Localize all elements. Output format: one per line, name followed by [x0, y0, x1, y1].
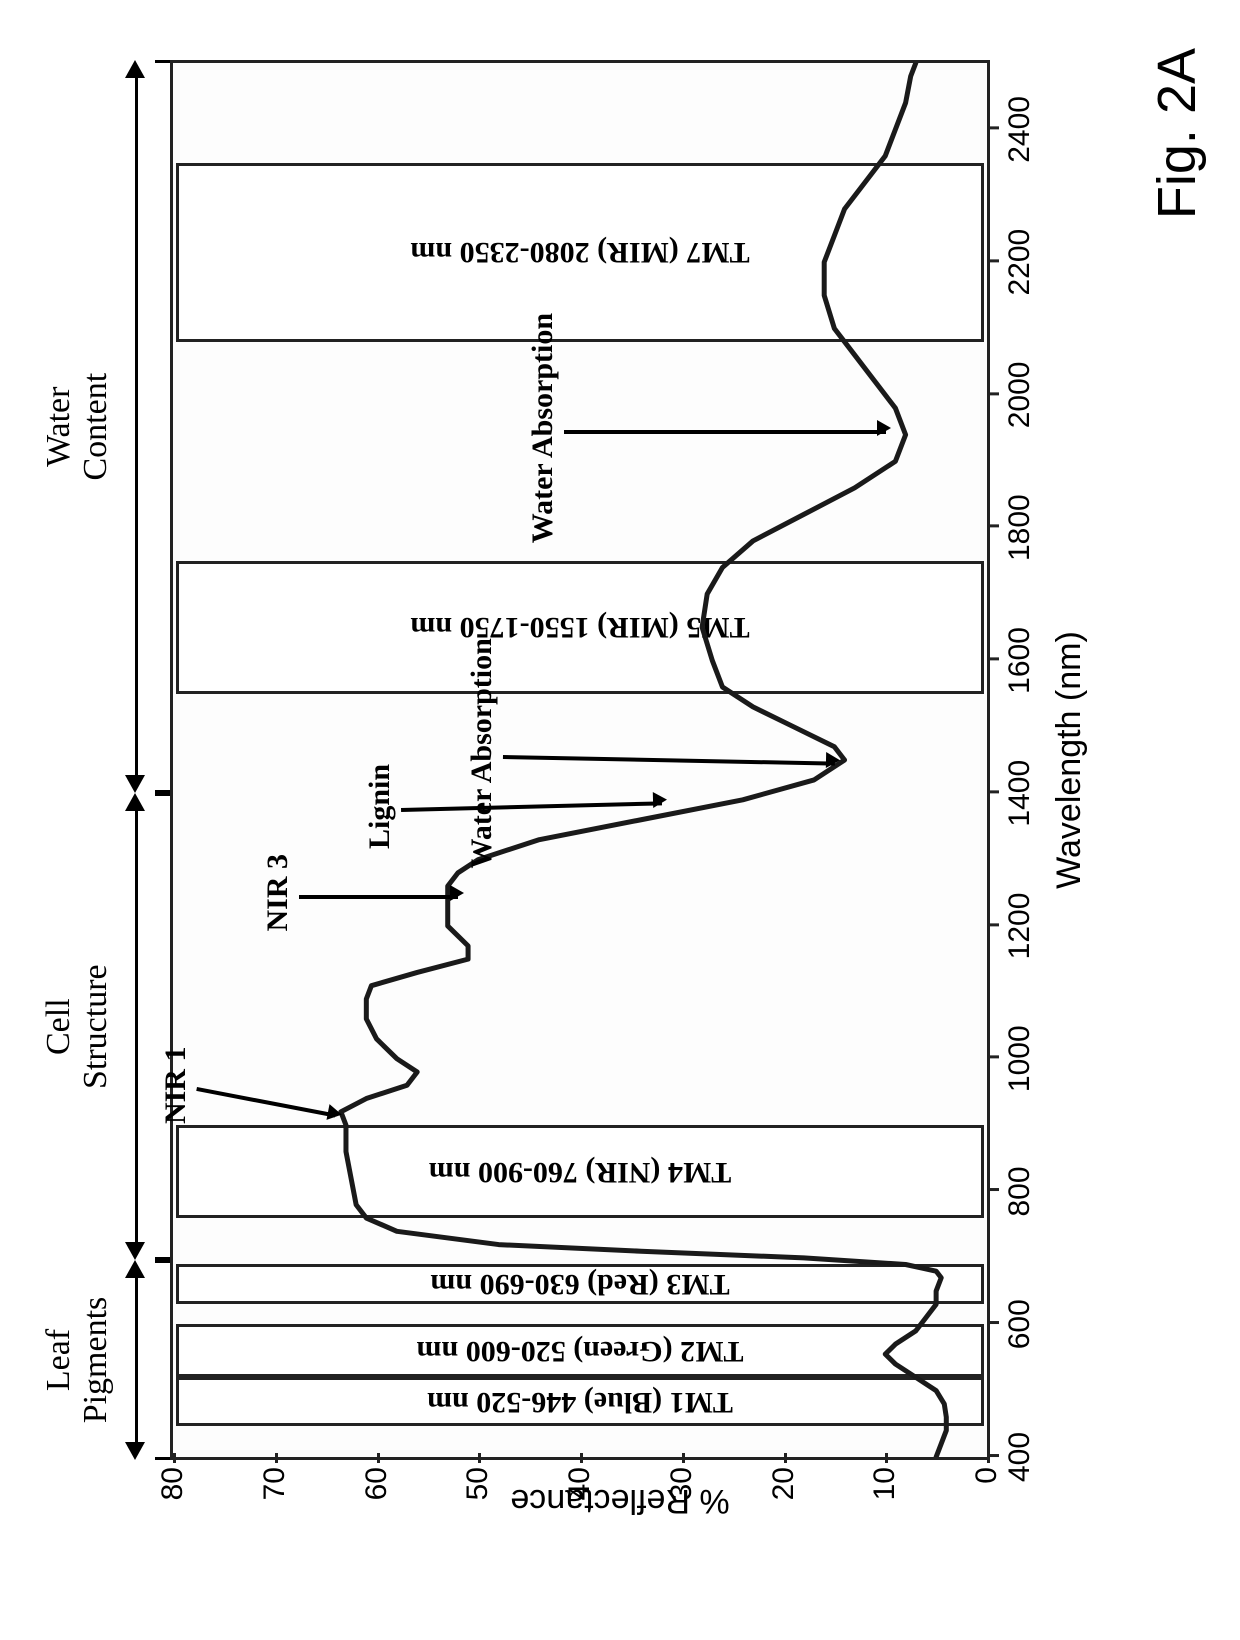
y-tick: 10	[868, 1467, 902, 1527]
y-tick: 40	[563, 1467, 597, 1527]
annotation-arrow	[564, 430, 886, 434]
spectral-band-label: TM4 (NIR) 760-900 nm	[429, 1155, 731, 1189]
spectrum-region: LeafPigments	[40, 1260, 183, 1460]
annotation-arrowhead	[326, 1104, 343, 1122]
y-tick: 70	[258, 1467, 292, 1527]
x-tick: 400	[1003, 1432, 1037, 1482]
annotation-arrow	[299, 895, 458, 899]
spectrum-region-label: CellStructure	[40, 793, 115, 1260]
spectrum-region-arrow	[115, 793, 155, 1260]
spectrum-region-arrow	[115, 60, 155, 793]
chart-annotation: Water Absorption	[465, 638, 499, 868]
spectral-band: TM3 (Red) 630-690 nm	[176, 1265, 984, 1305]
spectral-band: TM7 (MIR) 2080-2350 nm	[176, 163, 984, 342]
y-tick: 60	[360, 1467, 394, 1527]
figure-label: Fig. 2A	[1146, 48, 1208, 219]
spectrum-region: CellStructure	[40, 793, 183, 1260]
spectral-band-label: TM2 (Green) 520-600 nm	[417, 1334, 744, 1368]
top-segment-labels: LeafPigmentsCellStructureWaterContent	[40, 60, 170, 1460]
x-tick: 1400	[1003, 760, 1037, 827]
x-tick: 2400	[1003, 96, 1037, 163]
x-tick: 2200	[1003, 229, 1037, 296]
annotation-arrow	[197, 1087, 336, 1117]
x-tick: 1600	[1003, 627, 1037, 694]
chart-annotation: Water Absorption	[526, 313, 560, 543]
spectral-band: TM2 (Green) 520-600 nm	[176, 1324, 984, 1377]
x-tick: 1200	[1003, 893, 1037, 960]
spectral-band: TM5 (MIR) 1550-1750 nm	[176, 561, 984, 694]
chart-plot-area: 0102030405060708040060080010001200140016…	[170, 60, 990, 1460]
annotation-arrowhead	[877, 420, 891, 436]
spectral-band-label: TM7 (MIR) 2080-2350 nm	[410, 235, 749, 269]
spectrum-region: WaterContent	[40, 60, 183, 793]
chart-annotation: Lignin	[363, 764, 397, 849]
spectral-band-label: TM3 (Red) 630-690 nm	[430, 1267, 729, 1301]
x-axis-title: Wavelength (nm)	[1050, 60, 1089, 1460]
spectral-band: TM1 (Blue) 446-520 nm	[176, 1377, 984, 1426]
chart-annotation: NIR 1	[159, 1047, 193, 1125]
y-tick: 80	[156, 1467, 190, 1527]
spectrum-region-label: WaterContent	[40, 60, 115, 793]
x-tick: 1800	[1003, 494, 1037, 561]
annotation-arrowhead	[826, 752, 840, 768]
annotation-arrow	[401, 802, 662, 813]
spectrum-region-arrow	[115, 1260, 155, 1460]
y-tick: 0	[970, 1467, 1004, 1527]
spectral-band-label: TM1 (Blue) 446-520 nm	[427, 1385, 733, 1419]
x-tick: 800	[1003, 1166, 1037, 1216]
spectrum-region-label: LeafPigments	[40, 1260, 115, 1460]
chart-annotation: NIR 3	[261, 854, 295, 932]
x-tick: 1000	[1003, 1025, 1037, 1092]
annotation-arrowhead	[653, 791, 667, 807]
annotation-arrow	[503, 755, 835, 766]
y-tick: 50	[461, 1467, 495, 1527]
spectral-band: TM4 (NIR) 760-900 nm	[176, 1125, 984, 1218]
y-tick: 20	[767, 1467, 801, 1527]
x-tick: 2000	[1003, 362, 1037, 429]
spectral-band-label: TM5 (MIR) 1550-1750 nm	[410, 610, 749, 644]
y-tick: 30	[665, 1467, 699, 1527]
annotation-arrowhead	[450, 885, 464, 901]
x-tick: 600	[1003, 1299, 1037, 1349]
